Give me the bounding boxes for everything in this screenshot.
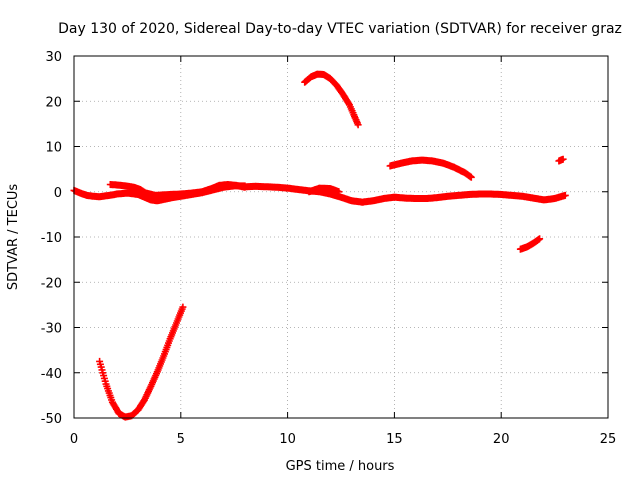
- data-series-10: [386, 156, 475, 181]
- data-series-6: [305, 184, 343, 196]
- y-tick-label: -50: [41, 412, 62, 427]
- data-points-series-4: [141, 181, 249, 199]
- x-tick-label: 5: [177, 432, 185, 447]
- tick-layer: 0 5 10 15 20 25 -50 -40 -30 -20 -10 0 10 20 30: [41, 50, 617, 447]
- y-tick-label: 30: [45, 50, 62, 65]
- y-tick-label: -40: [41, 367, 62, 382]
- y-axis-label: SDTVAR / TECUs: [6, 184, 21, 291]
- x-tick-label: 25: [600, 432, 617, 447]
- chart-title: Day 130 of 2020, Sidereal Day-to-day VTE…: [58, 21, 622, 37]
- data-points-series-7: [390, 190, 569, 204]
- data-points-series-12: [555, 155, 567, 165]
- data-points-series-2: [106, 181, 148, 196]
- series-layer: [70, 70, 569, 421]
- data-series-11: [516, 235, 544, 253]
- data-series-2: [106, 181, 148, 196]
- data-series-4: [141, 181, 249, 199]
- y-tick-label: -20: [41, 276, 62, 291]
- x-tick-label: 15: [386, 432, 403, 447]
- data-series-12: [555, 155, 567, 165]
- x-tick-label: 10: [279, 432, 296, 447]
- data-points-series-6: [305, 184, 343, 196]
- y-tick-label: -10: [41, 231, 62, 246]
- y-tick-label: 10: [45, 141, 62, 156]
- y-tick-label: 20: [45, 95, 62, 110]
- data-points-series-8: [96, 303, 187, 421]
- data-series-9: [301, 70, 362, 129]
- x-axis-label: GPS time / hours: [286, 459, 395, 474]
- x-tick-label: 0: [70, 432, 78, 447]
- y-tick-label: 0: [54, 186, 62, 201]
- data-points-series-10: [386, 156, 475, 181]
- plot-frame: [73, 55, 609, 419]
- data-series-7: [390, 190, 569, 204]
- data-series-8: [96, 303, 187, 421]
- x-tick-label: 20: [493, 432, 510, 447]
- data-points-series-9: [301, 70, 362, 129]
- y-tick-label: -30: [41, 322, 62, 337]
- data-points-series-11: [516, 235, 544, 253]
